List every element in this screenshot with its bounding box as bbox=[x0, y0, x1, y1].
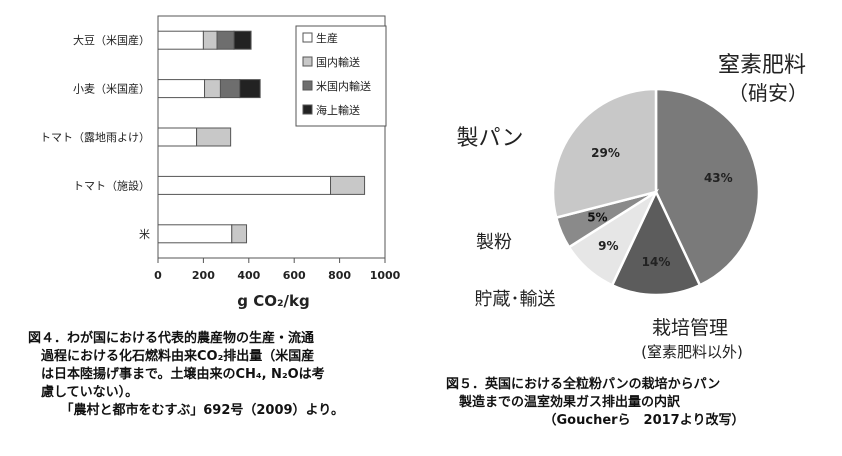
caption-line: 慮していない）。 bbox=[28, 385, 139, 400]
bar-segment bbox=[219, 79, 241, 99]
bar-segment bbox=[157, 175, 332, 195]
caption-line: 図４．わが国における代表的農産物の生産・流通 bbox=[28, 331, 315, 346]
figure-4-caption: 図４．わが国における代表的農産物の生産・流通 過程における化石燃料由来CO₂排出… bbox=[28, 330, 344, 420]
pie-slice bbox=[610, 189, 702, 297]
slice-category-label: 栽培管理 bbox=[652, 317, 728, 339]
bar-segment bbox=[233, 30, 252, 50]
legend-swatch bbox=[302, 80, 313, 91]
x-tick-label: 0 bbox=[154, 269, 162, 282]
slice-category-label: 製パン bbox=[456, 126, 523, 151]
slice-value-label: 29% bbox=[591, 146, 620, 160]
x-tick-label: 800 bbox=[328, 269, 351, 282]
y-tick-label: 小麦（米国産） bbox=[73, 83, 150, 96]
legend-swatch bbox=[302, 104, 313, 115]
x-tick-label: 400 bbox=[237, 269, 260, 282]
caption-line: 製造までの温室効果ガス排出量の内訳 bbox=[446, 395, 681, 410]
bar-segment bbox=[157, 79, 206, 99]
caption-line: 過程における化石燃料由来CO₂排出量（米国産 bbox=[28, 349, 315, 364]
caption-line: 「農村と都市をむすぶ」692号（2009）より。 bbox=[28, 403, 345, 418]
bar-segment bbox=[196, 127, 232, 147]
caption-line: 図５．英国における全粒粉パンの栽培からパン bbox=[446, 377, 721, 392]
pie-slice bbox=[654, 87, 761, 287]
y-tick-label: トマト（露地雨よけ） bbox=[40, 131, 150, 144]
y-tick-label: トマト（施設） bbox=[73, 178, 150, 192]
figure-5-caption: 図５．英国における全粒粉パンの栽培からパン 製造までの温室効果ガス排出量の内訳 … bbox=[446, 376, 744, 430]
bar-segment bbox=[239, 79, 261, 99]
x-axis-label: g CO₂/kg bbox=[237, 292, 309, 310]
pie-slice bbox=[551, 87, 658, 220]
legend-label: 生産 bbox=[316, 31, 338, 45]
legend-swatch bbox=[302, 56, 313, 67]
slice-category-label: (窒素肥料以外) bbox=[641, 343, 743, 361]
caption-line: （Goucherら 2017より改写） bbox=[446, 413, 745, 428]
legend-swatch bbox=[302, 32, 313, 43]
caption-line: は日本陸揚げ事まで。土壌由来のCH₄, N₂Oは考 bbox=[28, 367, 325, 382]
slice-value-label: 5% bbox=[587, 210, 607, 224]
y-tick-label: 大豆（米国産） bbox=[73, 33, 150, 47]
bar-segment bbox=[231, 224, 248, 244]
x-tick-label: 200 bbox=[192, 269, 215, 282]
slice-value-label: 9% bbox=[598, 239, 618, 253]
x-tick-label: 1000 bbox=[370, 269, 401, 282]
slice-category-label: 貯蔵･輸送 bbox=[475, 289, 556, 310]
legend-label: 米国内輸送 bbox=[316, 79, 371, 93]
slice-value-label: 43% bbox=[704, 171, 733, 185]
bar-segment bbox=[216, 30, 235, 50]
bar-segment bbox=[157, 30, 204, 50]
slice-value-label: 14% bbox=[642, 255, 671, 269]
bar-segment bbox=[202, 30, 218, 50]
legend-label: 海上輸送 bbox=[316, 103, 360, 117]
slice-category-label: 窒素肥料 bbox=[718, 53, 806, 78]
bar-segment bbox=[157, 224, 233, 244]
y-tick-label: 米 bbox=[139, 228, 150, 241]
legend-label: 国内輸送 bbox=[316, 55, 360, 69]
bar-segment bbox=[330, 175, 366, 195]
bar-segment bbox=[157, 127, 198, 147]
x-tick-label: 600 bbox=[283, 269, 306, 282]
slice-category-label: 製粉 bbox=[476, 232, 512, 253]
stacked-bar-chart: 大豆（米国産） 小麦（米国産） トマト（露地雨よけ） トマト（施設） 米 0 200 400 6… bbox=[40, 15, 401, 310]
bar-segment bbox=[204, 79, 221, 99]
slice-category-label: （硝安） bbox=[728, 81, 808, 105]
pie-chart: 43% 14% 9% 5% 29% 窒素肥料 （硝安） 栽培管理 (窒素肥料以外) 貯蔵･輸送 製粉… bbox=[456, 53, 808, 361]
